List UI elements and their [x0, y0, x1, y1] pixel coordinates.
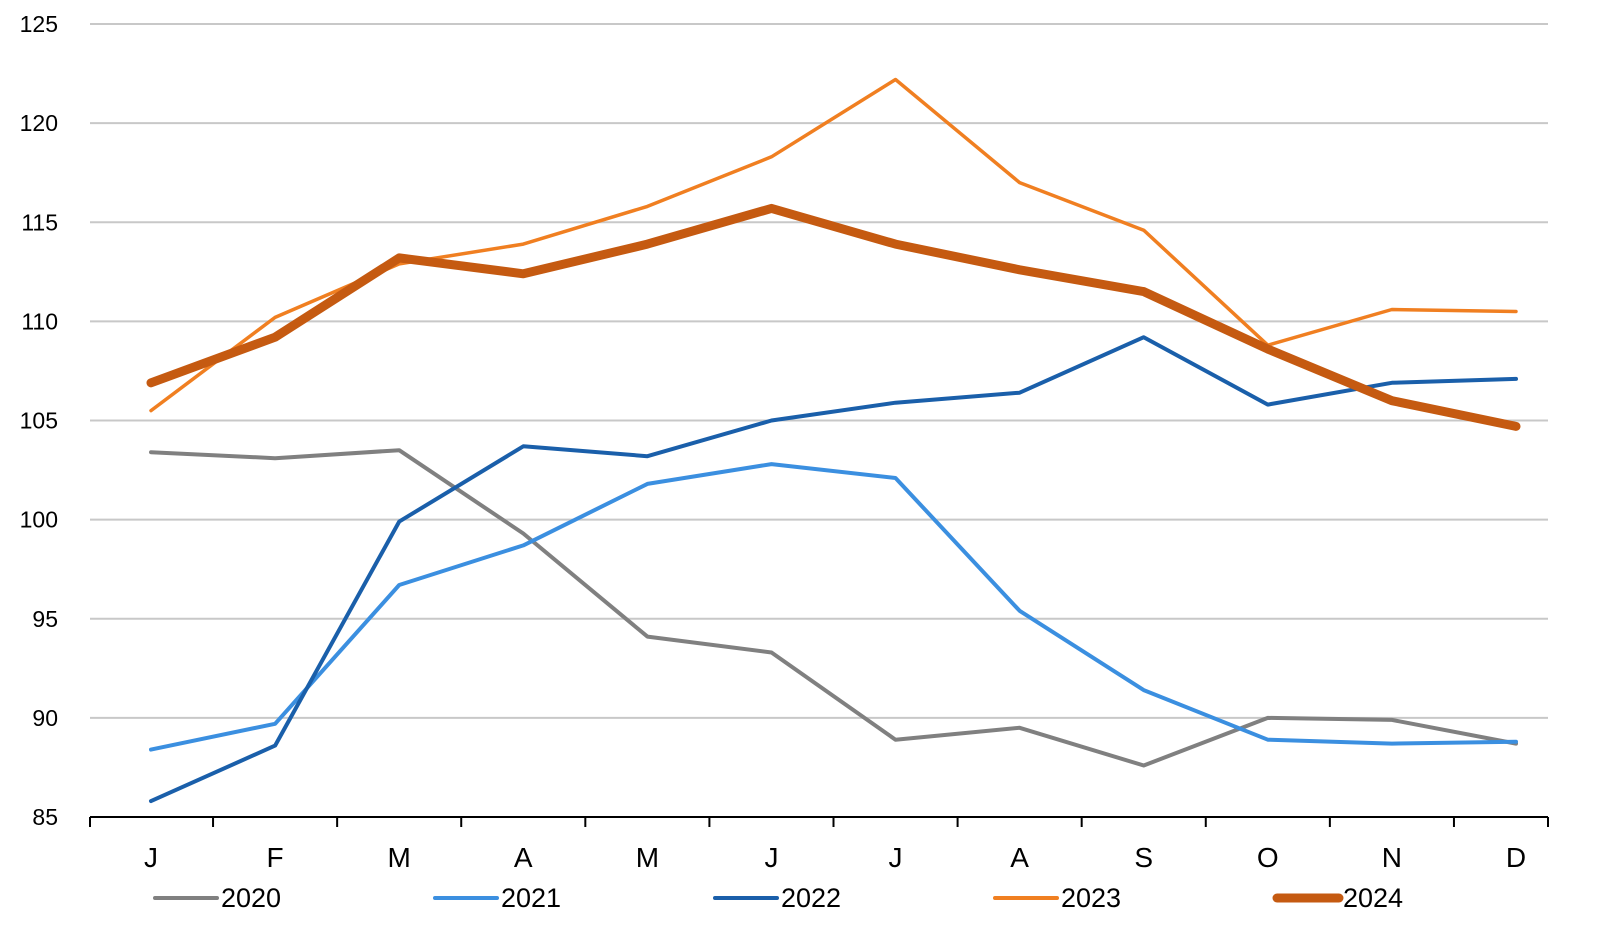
legend-label-2020: 2020	[221, 883, 281, 913]
y-tick-label: 120	[20, 110, 58, 136]
y-tick-label: 115	[21, 209, 58, 235]
y-tick-label: 110	[21, 308, 58, 334]
y-axis-labels: 85 90 95 100 105 110 115 120 125	[20, 11, 58, 830]
y-tick-label: 95	[32, 606, 58, 632]
series-line-2024	[146, 203, 1521, 431]
series-lines	[146, 77, 1521, 804]
legend-label-2021: 2021	[501, 883, 561, 913]
x-tick-label: F	[267, 842, 284, 873]
x-tick-label: A	[514, 842, 533, 873]
x-tick-label: J	[764, 842, 778, 873]
x-tick-label: J	[144, 842, 158, 873]
series-line-2021	[149, 462, 1518, 752]
y-tick-label: 125	[20, 11, 58, 37]
legend-label-2024: 2024	[1343, 883, 1403, 913]
x-tick-label: O	[1257, 842, 1279, 873]
x-tick-label: D	[1506, 842, 1526, 873]
y-tick-label: 105	[20, 408, 58, 434]
x-tick-label: S	[1134, 842, 1153, 873]
y-tick-label: 85	[32, 804, 58, 830]
legend-label-2023: 2023	[1061, 883, 1121, 913]
series-line-2023	[149, 77, 1518, 413]
x-tick-label: A	[1010, 842, 1029, 873]
legend: 2020 2021 2022 2023 2024	[153, 883, 1403, 913]
series-line-2020	[149, 448, 1518, 768]
y-tick-label: 100	[20, 507, 58, 533]
x-tick-label: M	[388, 842, 411, 873]
x-tick-label: N	[1382, 842, 1402, 873]
y-tick-label: 90	[32, 705, 58, 731]
x-tick-label: J	[889, 842, 903, 873]
series-line-2022	[149, 335, 1518, 804]
legend-label-2022: 2022	[781, 883, 841, 913]
x-tick-label: M	[636, 842, 659, 873]
